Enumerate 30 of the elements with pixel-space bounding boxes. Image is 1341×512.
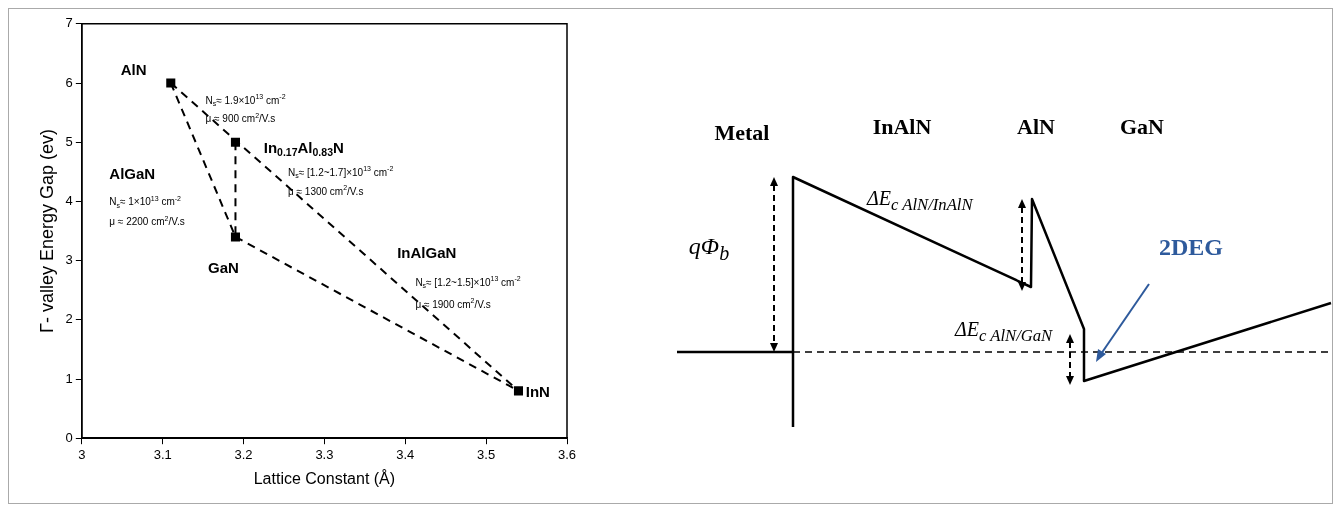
y-tick-label: 6 <box>65 74 73 90</box>
x-tick-label: 3.5 <box>477 446 496 462</box>
y-tick-label: 5 <box>65 133 73 149</box>
x-tick-label: 3 <box>78 446 86 462</box>
x-tick-label: 3.6 <box>557 446 577 462</box>
annotation: AlGaN <box>109 164 156 182</box>
annotation: InN <box>525 383 550 401</box>
y-tick-label: 4 <box>65 192 73 208</box>
y-tick-label: 1 <box>65 370 73 386</box>
x-tick-label: 3.1 <box>153 446 172 462</box>
annotation: AlN <box>120 61 147 79</box>
y-tick-label: 7 <box>65 15 73 31</box>
annotation: InAlGaN <box>397 244 457 262</box>
text: qΦ$_{b}$ <box>688 233 730 265</box>
text: InAlN <box>872 114 932 140</box>
x-tick-label: 3.2 <box>234 446 253 462</box>
y-axis-title: Γ- valley Energy Gap (ev) <box>36 129 57 333</box>
x-axis-title: Lattice Constant (Å) <box>253 468 396 487</box>
y-tick-label: 0 <box>65 429 73 445</box>
text: ΔE$_{c AlN/InAlN}$ <box>867 187 973 215</box>
x-tick-label: 3.3 <box>315 446 334 462</box>
text: GaN <box>1120 114 1164 140</box>
y-tick-label: 2 <box>65 311 73 327</box>
x-tick-label: 3.4 <box>396 446 415 462</box>
text: Metal <box>714 120 770 146</box>
text: 2DEG <box>1159 233 1224 261</box>
text: AlN <box>1017 114 1055 140</box>
text: ΔE$_{c AlN/GaN}$ <box>955 318 1053 346</box>
annotation: GaN <box>207 259 239 277</box>
y-tick-label: 3 <box>65 252 73 268</box>
